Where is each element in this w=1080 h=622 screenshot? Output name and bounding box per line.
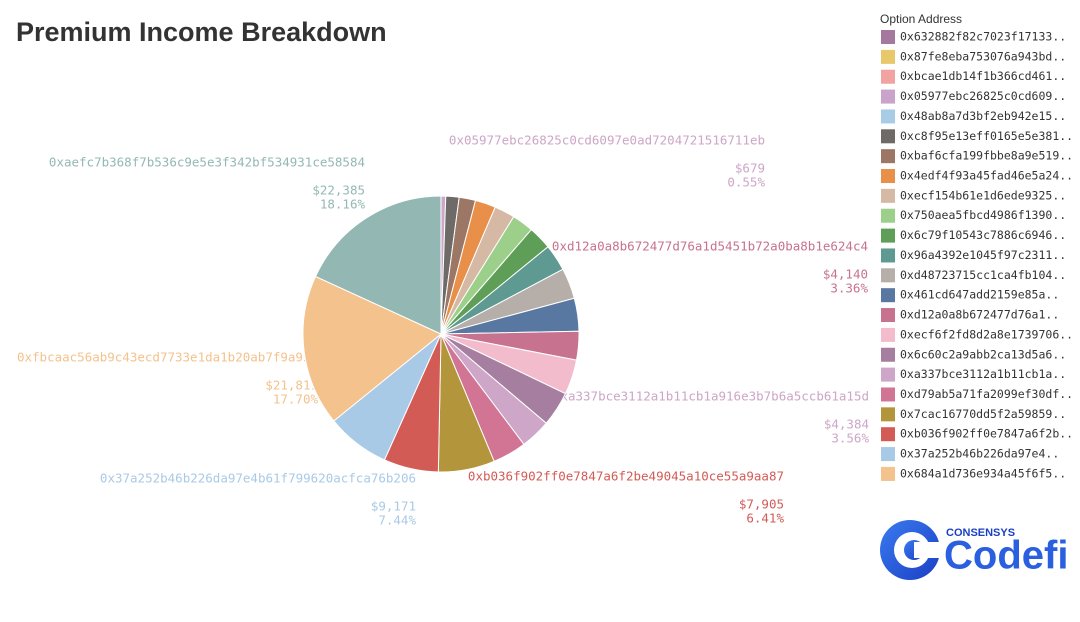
pie-slice bbox=[302, 275, 442, 422]
legend-label: 0xa337bce3112a1b11cb1a.. bbox=[900, 367, 1066, 381]
legend-swatch bbox=[881, 149, 895, 164]
legend-label: 0x37a252b46b226da97e4.. bbox=[900, 447, 1059, 461]
legend-label: 0xc8f95e13eff0165e5e381.. bbox=[900, 129, 1073, 143]
legend-swatch bbox=[881, 288, 895, 303]
pie bbox=[302, 195, 580, 473]
value-label: $4,140 bbox=[823, 267, 868, 282]
value-label: $9,171 bbox=[371, 499, 416, 514]
pie-slice bbox=[314, 195, 442, 335]
legend-label: 0xd48723715cc1ca4fb104.. bbox=[900, 268, 1066, 282]
slice-label: 0xd12a0a8b672477d76a1d5451b72a0ba8b1e624… bbox=[552, 239, 868, 254]
legend-swatch bbox=[881, 69, 895, 84]
value-label: $21,811 bbox=[265, 378, 318, 393]
legend-label: 0xecf154b61e1d6ede9325.. bbox=[900, 188, 1066, 202]
value-label: $22,385 bbox=[312, 183, 365, 198]
legend-label: 0x632882f82c7023f17133.. bbox=[900, 30, 1066, 44]
legend-label: 0x96a4392e1045f97c2311.. bbox=[900, 248, 1066, 262]
percent-label: 3.56% bbox=[831, 431, 869, 446]
logo-icon-gap bbox=[914, 542, 944, 558]
slice-label: 0xb036f902ff0e7847a6f2be49045a10ce55a9aa… bbox=[468, 469, 784, 484]
legend-label: 0x684a1d736e934a45f6f5.. bbox=[900, 466, 1066, 480]
legend-swatch bbox=[881, 268, 895, 283]
slice-label: 0xaefc7b368f7b536c9e5e3f342bf534931ce585… bbox=[49, 155, 365, 170]
legend: Option Address 0x632882f82c7023f17133.. 0… bbox=[880, 12, 1073, 481]
legend-label: 0xd12a0a8b672477d76a1.. bbox=[900, 308, 1059, 322]
legend-swatch bbox=[881, 228, 895, 243]
percent-label: 7.44% bbox=[378, 513, 416, 528]
legend-label: 0xd79ab5a71fa2099ef30df.. bbox=[900, 387, 1073, 401]
legend-label: 0x6c79f10543c7886c6946.. bbox=[900, 228, 1066, 242]
legend-swatch bbox=[881, 447, 895, 462]
legend-label: 0x7cac16770dd5f2a59859.. bbox=[900, 407, 1066, 421]
legend-swatch bbox=[881, 30, 895, 44]
legend-label: 0xbaf6cfa199fbbe8a9e519.. bbox=[900, 149, 1073, 163]
percent-label: 18.16% bbox=[320, 197, 366, 212]
legend-label: 0x6c60c2a9abb2ca13d5a6.. bbox=[900, 347, 1066, 361]
percent-label: 6.41% bbox=[746, 511, 784, 526]
legend-swatch bbox=[881, 89, 895, 104]
legend-label: 0xecf6f2fd8d2a8e1739706.. bbox=[900, 327, 1073, 341]
legend-swatch bbox=[881, 387, 895, 402]
slice-label: 0xfbcaac56ab9c43ecd7733e1da1b20ab7f9a936 bbox=[17, 350, 318, 365]
legend-swatch bbox=[881, 347, 895, 362]
legend-swatch bbox=[881, 367, 895, 382]
legend-swatch bbox=[881, 109, 895, 124]
legend-swatch bbox=[881, 407, 895, 422]
logo-brand: CONSENSYS bbox=[946, 527, 1015, 539]
legend-title: Option Address bbox=[880, 12, 962, 26]
legend-label: 0x461cd647add2159e85a.. bbox=[900, 288, 1059, 302]
value-label: $4,384 bbox=[824, 417, 869, 432]
slice-label: 0x05977ebc26825c0cd6097e0ad7204721516711… bbox=[449, 133, 765, 148]
value-label: $7,905 bbox=[739, 497, 784, 512]
legend-label: 0xbcae1db14f1b366cd461.. bbox=[900, 69, 1066, 83]
percent-label: 3.36% bbox=[830, 281, 868, 296]
legend-swatch bbox=[881, 169, 895, 184]
legend-label: 0xb036f902ff0e7847a6f2b.. bbox=[900, 427, 1073, 441]
slice-label: 0x37a252b46b226da97e4b61f799620acfca76b2… bbox=[100, 471, 416, 486]
data-labels: 0x05977ebc26825c0cd6097e0ad7204721516711… bbox=[17, 133, 869, 528]
legend-swatch bbox=[881, 466, 895, 481]
percent-label: 17.70% bbox=[273, 392, 319, 407]
legend-swatch bbox=[881, 308, 895, 323]
legend-label: 0x87fe8eba753076a943bd.. bbox=[900, 49, 1066, 63]
legend-label: 0x750aea5fbcd4986f1390.. bbox=[900, 208, 1066, 222]
logo: CONSENSYS Codefi bbox=[880, 520, 1068, 580]
legend-swatch bbox=[881, 129, 895, 144]
legend-label: 0x48ab8a7d3bf2eb942e15.. bbox=[900, 109, 1066, 123]
legend-label: 0x05977ebc26825c0cd609.. bbox=[900, 89, 1066, 103]
chart-title: Premium Income Breakdown bbox=[16, 17, 387, 47]
legend-swatch bbox=[881, 327, 895, 342]
legend-swatch bbox=[881, 208, 895, 223]
legend-swatch bbox=[881, 188, 895, 203]
legend-label: 0x4edf4f93a45fad46e5a24.. bbox=[900, 169, 1073, 183]
logo-product: Codefi bbox=[944, 534, 1068, 578]
percent-label: 0.55% bbox=[727, 175, 765, 190]
legend-swatch bbox=[881, 248, 895, 263]
slice-label: 0xa337bce3112a1b11cb1a916e3b7b6a5ccb61a1… bbox=[553, 389, 869, 404]
legend-swatch bbox=[881, 427, 895, 442]
value-label: $679 bbox=[735, 161, 765, 176]
legend-swatch bbox=[881, 49, 895, 64]
